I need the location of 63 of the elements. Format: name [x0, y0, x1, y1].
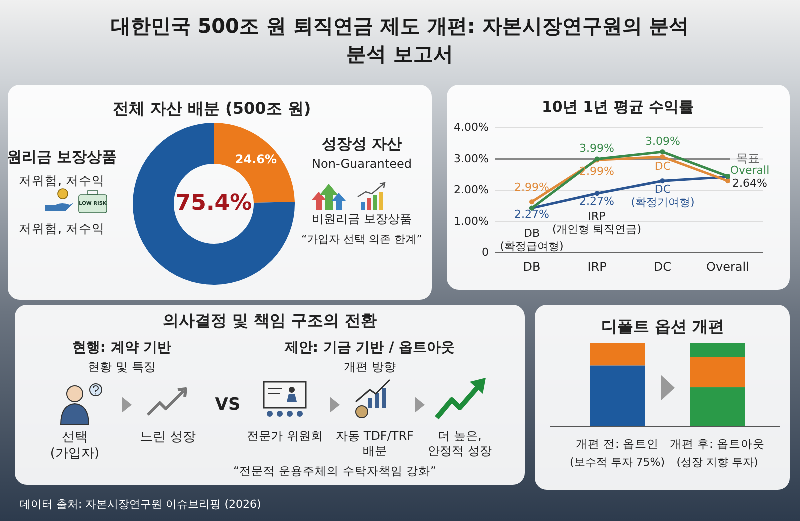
annotation: IRP (개인형 퇴직연금) [552, 210, 642, 236]
text: “가입자 선택 의존 한계” [302, 233, 422, 246]
text: 제안: 기금 기반 / 옵트아웃 [284, 340, 456, 356]
chart-title: 10년 1년 평균 수익률 [542, 98, 694, 116]
annotation: 2.99% [514, 181, 550, 194]
bar [690, 357, 745, 388]
point [726, 178, 730, 184]
text: (성장 지향 투자) [676, 456, 758, 470]
data-label: 75.4% [176, 191, 252, 216]
bar [590, 366, 645, 427]
text: Non-Guaranteed [312, 157, 412, 172]
x-tick-label: DB [523, 260, 541, 274]
y-tick-label: 2.00% [454, 184, 489, 197]
x-tick-label: DC [654, 260, 672, 274]
point [530, 200, 534, 205]
annotation: 2.27% [580, 195, 614, 208]
text: 자동 TDF/TRF 배분 [336, 429, 414, 458]
chart-title: 디폴트 옵션 개편 [601, 317, 725, 336]
slice-label: 성장성 자산 [322, 135, 402, 154]
bar [690, 343, 745, 358]
x-tick-label: Overall [706, 260, 750, 274]
annotation: 2.64% [732, 177, 768, 190]
slice-label: 원리금 보장상품 [6, 148, 118, 166]
text: 전문가 위원회 [247, 429, 323, 444]
chart-title: 전체 자산 배분 (500조 원) [112, 99, 312, 118]
text: “전문적 운용주체의 수탁자책임 강화” [234, 464, 436, 478]
y-tick-label: 3.00% [454, 152, 489, 166]
annotation: DC (확정기여형) [631, 183, 695, 210]
text: 저위험, 저수익 [19, 173, 105, 188]
ref-line-label: 목표 [736, 152, 760, 166]
x-tick-label: 개편 전: 옵트인 [576, 437, 660, 452]
point [594, 191, 600, 196]
text: 현행: 계약 기반 [72, 340, 172, 356]
text: 선택 (가입자) [50, 430, 100, 461]
text: 현황 및 특징 [88, 360, 156, 374]
y-tick-label: 1.00% [454, 214, 489, 228]
annotation: 2.27% [514, 208, 550, 222]
donut-slice [133, 123, 295, 285]
text: 비원리금 보장상품 [312, 212, 412, 226]
point [660, 178, 666, 184]
bar [590, 343, 645, 366]
point [660, 154, 666, 160]
text: (보수적 투자 75%) [570, 456, 666, 470]
x-tick-label: IRP [588, 260, 607, 274]
data-label: 24.6% [235, 152, 278, 167]
text: 느린 성장 [140, 430, 196, 445]
text: 개편 방향 [344, 360, 396, 374]
point [660, 150, 666, 155]
bar [690, 388, 745, 427]
y-tick-label: 4.00% [454, 121, 489, 134]
annotation: 3.99% [580, 142, 614, 156]
text: 대한민국 500조 원 퇴직연금 제도 개편: 자본시장연구원의 분석 분석 보고서 [110, 14, 690, 66]
text: 저위험, 저수익 [19, 221, 105, 236]
text: VS [215, 394, 241, 415]
x-tick-label: 개편 후: 옵트아웃 [670, 437, 766, 452]
annotation: 3.09% [646, 135, 680, 148]
annotation: Overall [730, 164, 770, 178]
annotation: DC [654, 160, 672, 174]
y-tick-label: 0 [482, 246, 489, 260]
text: 의사결정 및 책임 구조의 전환 [162, 311, 378, 330]
annotation: 2.99% [580, 165, 614, 178]
text: 데이터 출처: 자본시장연구원 이슈브리핑 (2026) [20, 498, 262, 512]
text: 더 높은, 안정적 성장 [428, 429, 492, 458]
